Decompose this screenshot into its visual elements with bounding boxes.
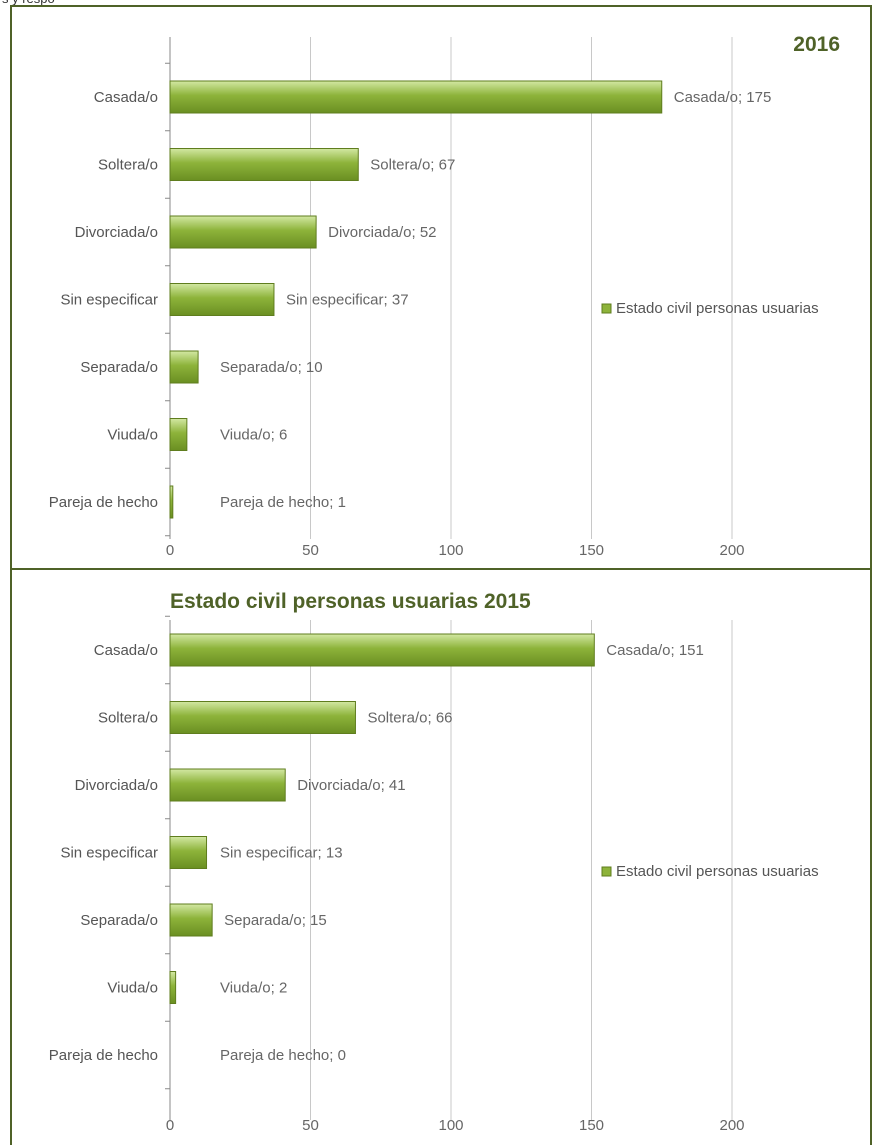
category-label: Soltera/o — [98, 710, 158, 727]
bar — [169, 283, 275, 316]
cropped-text-fragment: s y respo — [0, 0, 877, 8]
category-label: Casada/o — [94, 642, 158, 659]
category-label: Sin especificar — [60, 845, 158, 862]
data-label: Pareja de hecho; 1 — [220, 494, 346, 511]
bar — [169, 903, 213, 937]
data-label: Separada/o; 15 — [224, 912, 327, 929]
data-label: Divorciada/o; 41 — [297, 777, 405, 794]
data-label: Soltera/o; 66 — [367, 710, 452, 727]
chart-2015-svg: Estado civil personas usuarias 2015 0 50 10… — [49, 590, 819, 1134]
legend-label: Estado civil personas usuarias — [616, 863, 819, 880]
category-label: Pareja de hecho — [49, 494, 158, 511]
x-tick-label: 200 — [719, 542, 744, 559]
x-tick-label: 100 — [438, 1117, 463, 1134]
bar — [169, 80, 663, 114]
category-label: Soltera/o — [98, 157, 158, 174]
data-label: Separada/o; 10 — [220, 359, 323, 376]
category-label: Casada/o — [94, 89, 158, 106]
data-label: Casada/o; 151 — [606, 642, 704, 659]
bar — [169, 148, 359, 181]
data-label: Pareja de hecho; 0 — [220, 1047, 346, 1064]
x-tick-label: 150 — [579, 542, 604, 559]
data-label: Soltera/o; 67 — [370, 157, 455, 174]
category-label: Viuda/o — [107, 427, 158, 444]
category-label: Separada/o — [80, 359, 158, 376]
x-tick-label: 150 — [579, 1117, 604, 1134]
x-tick-label: 0 — [166, 542, 174, 559]
data-label: Casada/o; 175 — [674, 89, 772, 106]
bar — [169, 971, 177, 1004]
data-label: Viuda/o; 6 — [220, 427, 287, 444]
bar — [169, 836, 208, 869]
data-label: Divorciada/o; 52 — [328, 224, 436, 241]
bar — [169, 418, 188, 451]
x-tick-label: 50 — [302, 542, 319, 559]
category-label: Divorciada/o — [75, 224, 158, 241]
bar — [169, 633, 595, 667]
legend-swatch — [601, 866, 612, 877]
legend-swatch — [601, 303, 612, 314]
bar — [169, 768, 286, 802]
category-label: Divorciada/o — [75, 777, 158, 794]
legend-label: Estado civil personas usuarias — [616, 300, 819, 317]
category-label: Sin especificar — [60, 292, 158, 309]
bar — [169, 485, 174, 519]
x-tick-label: 50 — [302, 1117, 319, 1134]
chart-2015: Estado civil personas usuarias 2015 0 50 10… — [10, 568, 872, 1145]
data-label: Sin especificar; 13 — [220, 845, 343, 862]
bar — [169, 701, 356, 734]
data-label: Viuda/o; 2 — [220, 980, 287, 997]
bar — [169, 215, 317, 249]
category-label: Separada/o — [80, 912, 158, 929]
x-tick-label: 0 — [166, 1117, 174, 1134]
data-label: Sin especificar; 37 — [286, 292, 409, 309]
chart-title: Estado civil personas usuarias 2015 — [170, 590, 531, 613]
category-label: Pareja de hecho — [49, 1047, 158, 1064]
x-tick-label: 200 — [719, 1117, 744, 1134]
cropped-text: s y respo — [2, 0, 55, 6]
chart-2016: 2016 0 50 100 150 200 Casada/o Casada/o; 175 Sol… — [10, 5, 872, 571]
category-label: Viuda/o — [107, 980, 158, 997]
bar — [169, 350, 199, 384]
x-tick-label: 100 — [438, 542, 463, 559]
chart-2016-svg: 2016 0 50 100 150 200 Casada/o Casada/o; 175 Sol… — [49, 33, 840, 559]
chart-title: 2016 — [793, 33, 840, 56]
